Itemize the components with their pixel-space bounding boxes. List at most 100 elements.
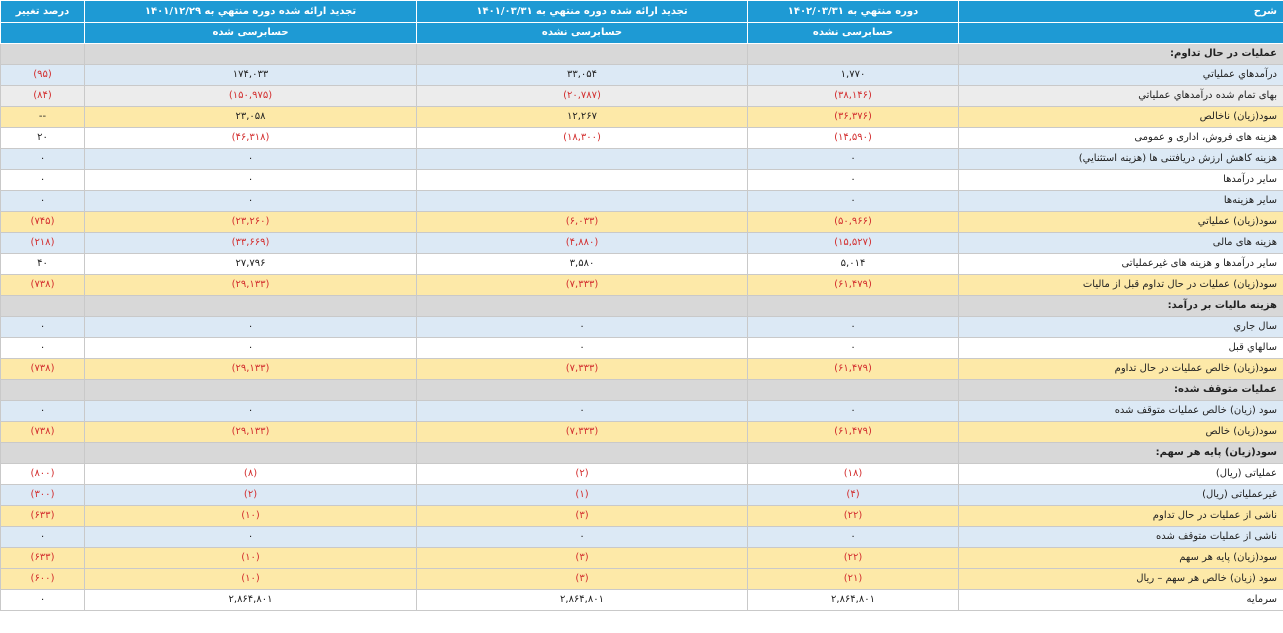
header-row-periods: شرح دوره منتهي به ۱۴۰۲/۰۳/۳۱ تجدید ارائه… bbox=[0, 0, 1283, 23]
cell-period-1401-12: ۰ bbox=[84, 169, 417, 191]
section-header-row: هزینه مالیات بر درآمد: bbox=[0, 295, 1283, 317]
table-row: سایر هزینه‌ها ۰ ۰ ۰ bbox=[0, 190, 1283, 212]
row-label: هزينه هاى فروش، ادارى و عمومى bbox=[958, 127, 1283, 149]
section-header-row: عملیات متوقف شده: bbox=[0, 379, 1283, 401]
cell-period-1401-03: (۷,۳۳۳) bbox=[416, 358, 748, 380]
audit-status-period-1401-03: حسابرسی نشده bbox=[416, 22, 748, 44]
cell-period-1401-12: (۲۹,۱۳۳) bbox=[84, 358, 417, 380]
table-row: غیرعملیاتی (ریال) (۴) (۱) (۲) (۳۰۰) bbox=[0, 484, 1283, 506]
table-row: ناشی از عملیات متوقف شده ۰ ۰ ۰ ۰ bbox=[0, 526, 1283, 548]
cell-period-1402: ۱,۷۷۰ bbox=[747, 64, 959, 86]
cell-percent-change: ۴۰ bbox=[0, 253, 85, 275]
cell-period-1401-03: ۳,۵۸۰ bbox=[416, 253, 748, 275]
row-label: ناشی از عملیات در حال تداوم bbox=[958, 505, 1283, 527]
section-header-row: سود(زیان) پایه هر سهم: bbox=[0, 442, 1283, 464]
cell-percent-change: ۰ bbox=[0, 589, 85, 611]
cell-period-1401-03: ۱۲,۲۶۷ bbox=[416, 106, 748, 128]
cell-period-1402: ۰ bbox=[747, 400, 959, 422]
cell-period-1401-12: ۰ bbox=[84, 316, 417, 338]
table-row: ناشی از عملیات در حال تداوم (۲۲) (۳) (۱۰) (۶… bbox=[0, 505, 1283, 527]
table-row: بهاى تمام شده درآمدهاي عملياتي (۳۸,۱۴۶) (۲… bbox=[0, 85, 1283, 107]
row-label: سالهاي قبل bbox=[958, 337, 1283, 359]
audit-status-percent-empty bbox=[0, 22, 85, 44]
row-label: سود(زيان) عملياتي bbox=[958, 211, 1283, 233]
cell-period-1402: (۴) bbox=[747, 484, 959, 506]
table-row: هزينه هاى مالى (۱۵,۵۲۷) (۴,۸۸۰) (۳۳,۶۶۹) (۲۱… bbox=[0, 232, 1283, 254]
row-label: بهاى تمام شده درآمدهاي عملياتي bbox=[958, 85, 1283, 107]
cell-percent-change: (۲۱۸) bbox=[0, 232, 85, 254]
cell-period-1401-12: (۱۰) bbox=[84, 505, 417, 527]
row-label: سرمايه bbox=[958, 589, 1283, 611]
table-row: عملیاتی (ریال) (۱۸) (۲) (۸) (۸۰۰) bbox=[0, 463, 1283, 485]
table-row: ساير درآمدها ۰ ۰ ۰ bbox=[0, 169, 1283, 191]
row-label: عملیاتی (ریال) bbox=[958, 463, 1283, 485]
cell-percent-change: (۶۰۰) bbox=[0, 568, 85, 590]
cell-period-1402: (۶۱,۴۷۹) bbox=[747, 274, 959, 296]
cell-percent-change: (۳۰۰) bbox=[0, 484, 85, 506]
row-label: سایر هزینه‌ها bbox=[958, 190, 1283, 212]
section-title: عملیات در حال تداوم: bbox=[958, 43, 1283, 65]
table-row: سالهاي قبل ۰ ۰ ۰ ۰ bbox=[0, 337, 1283, 359]
cell-percent-change: (۷۴۵) bbox=[0, 211, 85, 233]
cell-percent-change: ۰ bbox=[0, 169, 85, 191]
section-title: هزینه مالیات بر درآمد: bbox=[958, 295, 1283, 317]
cell-period-1402: ۰ bbox=[747, 190, 959, 212]
cell-period-1402 bbox=[747, 43, 959, 65]
column-header-period-1401-12: تجدید ارائه شده دوره منتهي به ۱۴۰۱/۱۲/۲۹ bbox=[84, 0, 417, 23]
section-title: عملیات متوقف شده: bbox=[958, 379, 1283, 401]
cell-period-1401-12 bbox=[84, 442, 417, 464]
cell-percent-change: (۸۴) bbox=[0, 85, 85, 107]
cell-period-1401-12: ۲۳,۰۵۸ bbox=[84, 106, 417, 128]
row-label: ساير درآمدها و هزينه هاى غيرعملياتى bbox=[958, 253, 1283, 275]
table-row: درآمدهاي عملياتي ۱,۷۷۰ ۳۳,۰۵۴ ۱۷۴,۰۳۳ (۹۵) bbox=[0, 64, 1283, 86]
cell-period-1402 bbox=[747, 442, 959, 464]
cell-period-1401-03: ۰ bbox=[416, 337, 748, 359]
cell-percent-change: ۰ bbox=[0, 148, 85, 170]
table-row: سود(زيان) خالص (۶۱,۴۷۹) (۷,۳۳۳) (۲۹,۱۳۳) (۷۳… bbox=[0, 421, 1283, 443]
row-label: سال جاري bbox=[958, 316, 1283, 338]
cell-period-1401-03 bbox=[416, 442, 748, 464]
cell-period-1401-12 bbox=[84, 379, 417, 401]
row-label: غیرعملیاتی (ریال) bbox=[958, 484, 1283, 506]
cell-period-1401-03: (۴,۸۸۰) bbox=[416, 232, 748, 254]
cell-period-1401-12: ۱۷۴,۰۳۳ bbox=[84, 64, 417, 86]
table-row: سود (زيان) خالص هر سهم – ريال (۲۱) (۳) (۱۰)… bbox=[0, 568, 1283, 590]
cell-period-1402: ۰ bbox=[747, 526, 959, 548]
cell-period-1401-12: ۰ bbox=[84, 148, 417, 170]
cell-period-1401-12: ۰ bbox=[84, 400, 417, 422]
cell-percent-change: (۶۳۳) bbox=[0, 505, 85, 527]
row-label: درآمدهاي عملياتي bbox=[958, 64, 1283, 86]
cell-period-1402: (۵۰,۹۶۶) bbox=[747, 211, 959, 233]
cell-period-1401-03: (۷,۳۳۳) bbox=[416, 421, 748, 443]
cell-period-1401-03 bbox=[416, 379, 748, 401]
cell-period-1401-03: (۷,۳۳۳) bbox=[416, 274, 748, 296]
cell-period-1402: (۳۸,۱۴۶) bbox=[747, 85, 959, 107]
table-row: سال جاري ۰ ۰ ۰ ۰ bbox=[0, 316, 1283, 338]
cell-period-1401-12: (۱۰) bbox=[84, 547, 417, 569]
cell-percent-change: ۰ bbox=[0, 316, 85, 338]
table-row: سود(زيان) عملياتي (۵۰,۹۶۶) (۶,۰۳۳) (۲۳,۲۶۰)… bbox=[0, 211, 1283, 233]
table-row: ساير درآمدها و هزينه هاى غيرعملياتى ۵,۰۱۴… bbox=[0, 253, 1283, 275]
row-label: هزينه هاى مالى bbox=[958, 232, 1283, 254]
cell-period-1402: ۰ bbox=[747, 316, 959, 338]
audit-status-empty bbox=[958, 22, 1283, 44]
cell-period-1402: ۰ bbox=[747, 337, 959, 359]
column-header-percent-change: درصد تغییر bbox=[0, 0, 85, 23]
table-row: هزينه هاى فروش، ادارى و عمومى (۱۴,۵۹۰) (۱۸… bbox=[0, 127, 1283, 149]
cell-period-1401-03: ۰ bbox=[416, 526, 748, 548]
cell-period-1401-03: ۰ bbox=[416, 400, 748, 422]
cell-period-1402: ۰ bbox=[747, 148, 959, 170]
section-header-row: عملیات در حال تداوم: bbox=[0, 43, 1283, 65]
cell-period-1401-12: (۳۳,۶۶۹) bbox=[84, 232, 417, 254]
row-label: سود(زيان) پایه هر سهم bbox=[958, 547, 1283, 569]
column-header-period-1401-03: تجدید ارائه شده دوره منتهي به ۱۴۰۱/۰۳/۳۱ bbox=[416, 0, 748, 23]
cell-percent-change: ۰ bbox=[0, 400, 85, 422]
cell-period-1402: (۱۸) bbox=[747, 463, 959, 485]
row-label: سود(زيان) خالص bbox=[958, 421, 1283, 443]
cell-percent-change: ۲۰ bbox=[0, 127, 85, 149]
cell-period-1402: (۶۱,۴۷۹) bbox=[747, 421, 959, 443]
cell-percent-change bbox=[0, 43, 85, 65]
cell-period-1401-12: (۱۰) bbox=[84, 568, 417, 590]
cell-period-1402: (۳۶,۳۷۶) bbox=[747, 106, 959, 128]
cell-period-1401-12: (۲) bbox=[84, 484, 417, 506]
